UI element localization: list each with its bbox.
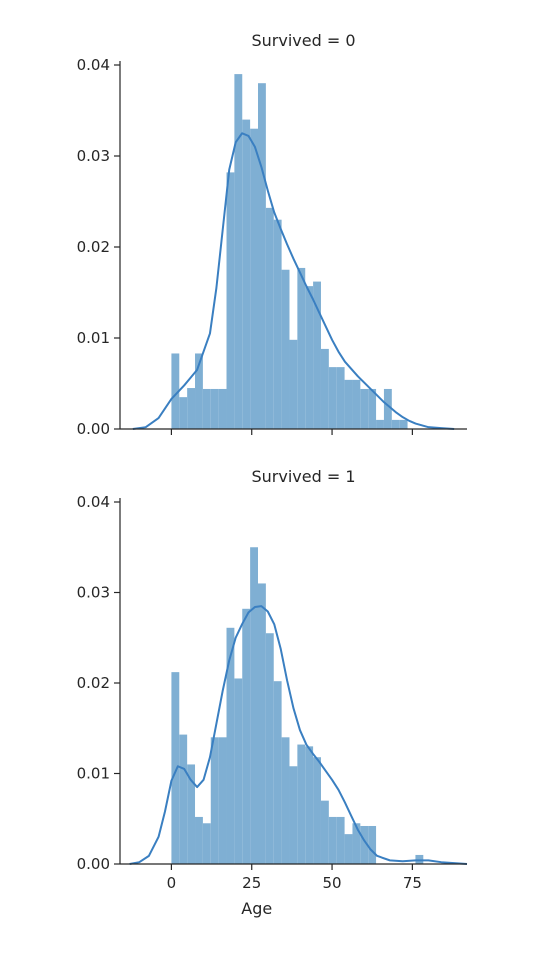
histogram-bar-20 bbox=[328, 367, 337, 429]
histogram-bar-17 bbox=[305, 286, 314, 429]
histogram-bar-21 bbox=[336, 816, 345, 864]
histogram-bar-15 bbox=[289, 766, 298, 864]
histogram-bar-22 bbox=[344, 834, 353, 864]
facet-title: Survived = 0 bbox=[251, 31, 355, 50]
histogram-bar-10 bbox=[250, 128, 258, 429]
histogram-bar-8 bbox=[234, 678, 243, 864]
histogram-bar-12 bbox=[265, 207, 274, 429]
histogram-bar-20 bbox=[328, 816, 337, 864]
x-tick-label: 75 bbox=[403, 874, 422, 892]
histogram-bar-28 bbox=[391, 419, 400, 429]
histogram-bar-22 bbox=[344, 379, 353, 429]
histogram-bar-5 bbox=[210, 388, 219, 429]
y-tick-label: 0.00 bbox=[77, 855, 110, 873]
histogram-bar-1 bbox=[179, 397, 188, 429]
histogram-bar-5 bbox=[210, 737, 219, 864]
histogram-bar-9 bbox=[242, 608, 251, 864]
x-ticks bbox=[170, 429, 413, 435]
histogram-bar-17 bbox=[305, 746, 314, 864]
kde-curve bbox=[132, 132, 455, 430]
histogram-bar-7 bbox=[226, 627, 235, 864]
histogram-bar-6 bbox=[218, 737, 227, 864]
histogram-bar-11 bbox=[258, 83, 266, 429]
histogram-bar-19 bbox=[320, 800, 329, 864]
histogram-bar-12 bbox=[265, 633, 274, 864]
histogram-bar-13 bbox=[273, 681, 282, 864]
y-tick-label: 0.00 bbox=[77, 420, 110, 438]
histogram-bar-16 bbox=[297, 267, 306, 429]
histogram-bar-2 bbox=[187, 388, 196, 429]
histogram-bar-7 bbox=[226, 172, 235, 429]
histogram-bar-11 bbox=[258, 583, 266, 864]
y-tick-label: 0.03 bbox=[77, 147, 110, 165]
y-tick-label: 0.02 bbox=[77, 674, 110, 692]
histogram-bar-3 bbox=[195, 816, 203, 864]
histogram-bar-27 bbox=[383, 388, 392, 429]
y-tick-label: 0.03 bbox=[77, 584, 110, 602]
histogram-bar-24 bbox=[360, 388, 369, 429]
histogram-bar-0 bbox=[171, 672, 180, 864]
histogram-bar-0 bbox=[171, 353, 180, 429]
facet-panel-survived-0: Survived = 0 0.00 0.01 0.02 0.03 0.04 bbox=[77, 31, 467, 438]
histogram-bar-6 bbox=[218, 388, 227, 429]
y-ticks: 0.00 0.01 0.02 0.03 0.04 bbox=[77, 56, 120, 438]
histogram-bar-4 bbox=[202, 823, 211, 864]
histogram-bar-3 bbox=[195, 353, 203, 429]
histogram-bar-10 bbox=[250, 547, 258, 864]
histogram-bar-14 bbox=[281, 737, 290, 864]
facet-panel-survived-1: Survived = 1 0.00 0.01 0.02 0.03 0.04 0 25 50 7… bbox=[77, 467, 468, 918]
histogram-bar-23 bbox=[352, 823, 361, 864]
x-tick-label: 50 bbox=[323, 874, 342, 892]
histogram-bar-23 bbox=[352, 379, 361, 429]
histogram-bar-8 bbox=[234, 74, 243, 429]
histogram-bar-4 bbox=[202, 388, 211, 429]
histogram-bar-1 bbox=[179, 734, 188, 864]
histogram-bar-29 bbox=[399, 419, 408, 429]
y-tick-label: 0.01 bbox=[77, 329, 110, 347]
x-axis-label: Age bbox=[241, 899, 272, 918]
histogram-bar-24 bbox=[360, 825, 369, 864]
kde-curve bbox=[129, 605, 468, 865]
y-tick-label: 0.01 bbox=[77, 765, 110, 783]
histogram-bar-14 bbox=[281, 269, 290, 429]
histogram-bar-26 bbox=[376, 419, 384, 429]
histogram-bar-16 bbox=[297, 744, 306, 864]
histogram-bar-19 bbox=[320, 348, 329, 429]
histogram-bars bbox=[171, 547, 424, 864]
x-tick-label: 25 bbox=[242, 874, 261, 892]
histogram-bar-2 bbox=[187, 764, 196, 864]
histogram-bar-18 bbox=[313, 757, 321, 864]
x-tick-label: 0 bbox=[167, 874, 177, 892]
histogram-bar-9 bbox=[242, 119, 251, 429]
y-tick-label: 0.04 bbox=[77, 56, 110, 74]
y-ticks: 0.00 0.01 0.02 0.03 0.04 bbox=[77, 493, 120, 873]
histogram-bar-25 bbox=[368, 388, 377, 429]
histogram-bars bbox=[171, 74, 408, 429]
histogram-bar-25 bbox=[368, 825, 377, 864]
x-ticks: 0 25 50 75 bbox=[167, 864, 422, 892]
histogram-bar-21 bbox=[336, 367, 345, 429]
histogram-bar-13 bbox=[273, 219, 282, 429]
y-tick-label: 0.04 bbox=[77, 493, 110, 511]
y-tick-label: 0.02 bbox=[77, 238, 110, 256]
histogram-bar-18 bbox=[313, 281, 321, 429]
facet-title: Survived = 1 bbox=[251, 467, 355, 486]
histogram-bar-15 bbox=[289, 339, 298, 429]
